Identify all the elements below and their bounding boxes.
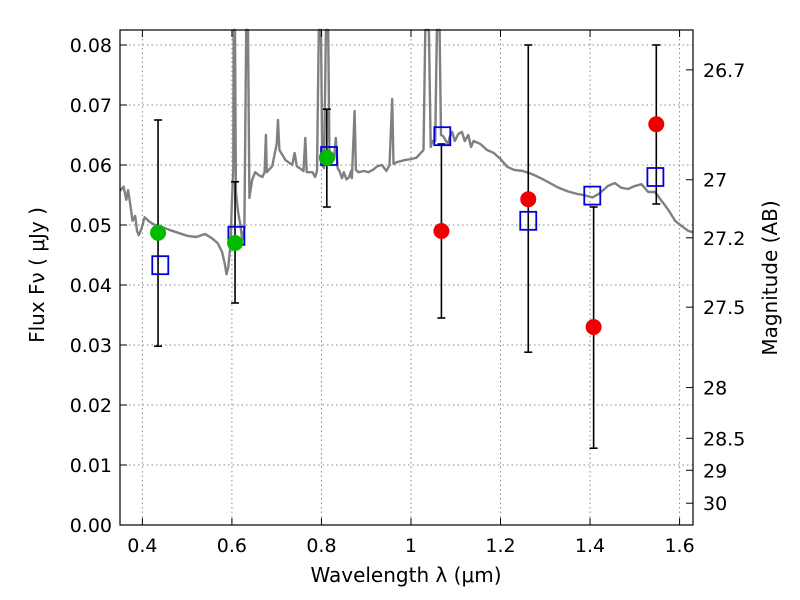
y-tick-label: 0.02 xyxy=(70,395,112,417)
x-axis-label: Wavelength λ (μm) xyxy=(310,563,501,587)
model-square-marker xyxy=(583,185,602,206)
axis-ticks xyxy=(120,30,693,526)
y-tick-label: 0.07 xyxy=(70,95,112,117)
magnitude-tick-label: 28 xyxy=(703,378,727,400)
magnitude-tick-label: 27.5 xyxy=(703,297,745,319)
sed-line xyxy=(119,28,694,276)
magnitude-tick-label: 27.2 xyxy=(703,228,745,250)
magnitude-tick-label: 27 xyxy=(703,170,727,192)
red-point-marker xyxy=(520,191,537,208)
y-tick-labels: 0.00 0.01 0.02 0.03 0.04 0.05 0.06 0.07 0.08 xyxy=(70,35,112,537)
model-square-marker xyxy=(151,255,170,276)
sed-model-curve xyxy=(119,28,694,276)
observed-points xyxy=(150,116,665,335)
green-point-marker xyxy=(150,224,167,241)
model-square-marker xyxy=(646,167,665,187)
x-tick-label: 0.4 xyxy=(127,535,157,557)
y-tick-label: 0.01 xyxy=(70,455,112,477)
x-tick-label: 1 xyxy=(405,535,417,557)
y-tick-label: 0.00 xyxy=(70,515,112,537)
x-tick-label: 1.2 xyxy=(485,535,515,557)
red-point-marker xyxy=(585,319,602,335)
model-square-marker xyxy=(433,126,452,147)
magnitude-tick-label: 26.7 xyxy=(703,60,745,82)
red-point-marker xyxy=(648,116,665,133)
green-point-marker xyxy=(227,235,244,251)
red-point-marker xyxy=(433,223,450,239)
y-tick-label: 0.06 xyxy=(70,155,112,177)
y-tick-label: 0.03 xyxy=(70,335,112,357)
plot-frame xyxy=(119,29,694,526)
magnitude-tick-labels: 26.7 27 27.2 27.5 28 28.5 29 30 xyxy=(703,60,745,515)
x-tick-labels: 0.4 0.6 0.8 1 1.2 1.4 1.6 xyxy=(127,535,694,557)
x-tick-label: 1.4 xyxy=(575,535,605,557)
magnitude-tick-label: 28.5 xyxy=(703,428,745,450)
green-point-marker xyxy=(318,149,335,166)
y-axis-label: Flux Fν ( μJy ) xyxy=(25,207,49,343)
right-axis-label: Magnitude (AB) xyxy=(758,200,782,355)
magnitude-tick-label: 29 xyxy=(703,460,727,482)
grid-lines xyxy=(120,30,693,526)
y-tick-label: 0.04 xyxy=(70,275,112,297)
model-photometry-squares xyxy=(151,126,665,276)
x-tick-label: 0.8 xyxy=(306,535,336,557)
magnitude-tick-label: 30 xyxy=(703,493,727,515)
y-tick-label: 0.08 xyxy=(70,35,112,57)
x-tick-label: 0.6 xyxy=(217,535,247,557)
y-tick-label: 0.05 xyxy=(70,215,112,237)
x-tick-label: 1.6 xyxy=(664,535,694,557)
model-square-marker xyxy=(519,210,538,231)
